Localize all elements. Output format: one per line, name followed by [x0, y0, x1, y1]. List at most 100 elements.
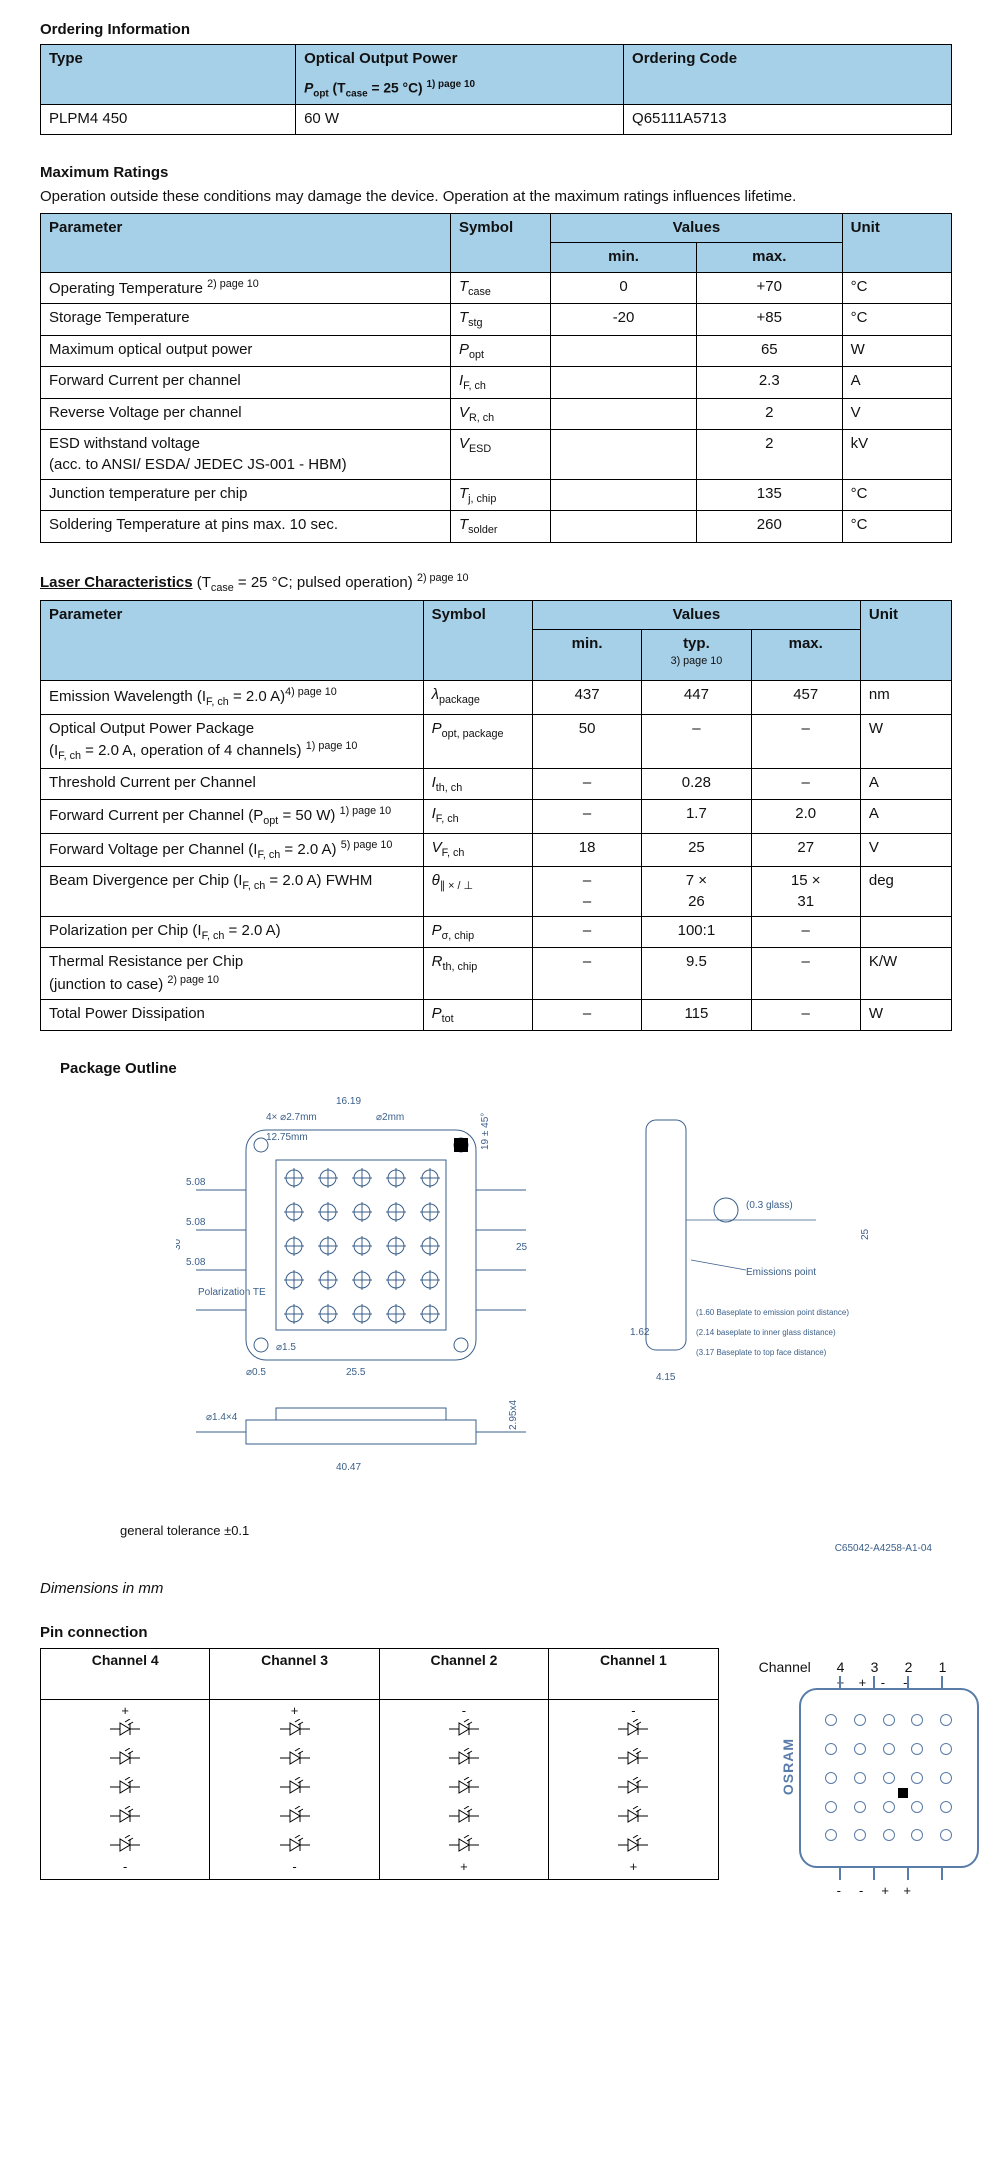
diode-icon [108, 1835, 142, 1858]
dim-top-w: 16.19 [336, 1096, 361, 1107]
cell-typ: – [642, 714, 751, 768]
cell-min: 18 [532, 833, 641, 867]
table-row: Junction temperature per chipTj, chip135… [41, 479, 952, 511]
dim-162: 1.62 [630, 1327, 650, 1338]
table-row: Maximum optical output powerPopt65W [41, 335, 952, 367]
diode-icon [278, 1806, 312, 1829]
cell-param: ESD withstand voltage(acc. to ANSI/ ESDA… [41, 430, 451, 480]
pin-hdr-1: Channel 1 [549, 1648, 718, 1699]
cell-min [551, 367, 697, 399]
chip-dot [854, 1772, 866, 1784]
dim-foot: 25.5 [346, 1367, 366, 1378]
cell-min [551, 335, 697, 367]
cell-sym: θ∥ × / ⊥ [423, 867, 532, 917]
cell-param: Thermal Resistance per Chip(junction to … [41, 948, 424, 1000]
cell-sym: Rth, chip [423, 948, 532, 1000]
cell-min: – [532, 916, 641, 948]
dim-note3: (3.17 Baseplate to top face distance) [696, 1348, 827, 1357]
cell-power: 60 W [296, 105, 624, 134]
pin-layout: Channel 4 Channel 3 Channel 2 Channel 1 … [40, 1648, 952, 1908]
diode-icon [108, 1806, 142, 1829]
cell-unit: °C [842, 304, 951, 336]
chip-dot [883, 1743, 895, 1755]
cell-unit: nm [860, 681, 951, 715]
chip-dot [940, 1772, 952, 1784]
cell-param: Forward Current per channel [41, 367, 451, 399]
package-ref: C65042-A4258-A1-04 [40, 1542, 932, 1556]
cell-min: 0 [551, 272, 697, 304]
dim-note1: (1.60 Baseplate to emission point distan… [696, 1308, 849, 1317]
cell-sym: Tsolder [450, 511, 550, 543]
cell-max: – [751, 768, 860, 800]
hdr-min: min. [551, 243, 697, 272]
pin-col-1: -+ [549, 1699, 718, 1879]
chip-grid [817, 1706, 961, 1850]
dim-glass: (0.3 glass) [746, 1200, 793, 1211]
package-top-view: 16.19 ⌀2mm 4× ⌀2.7mm 12.75mm 5.08 5.08 5… [176, 1090, 556, 1390]
pin-col-4: +- [41, 1699, 210, 1879]
diode-icon [447, 1777, 481, 1800]
dim-w-inner2: 25 [516, 1242, 528, 1253]
cell-min: – [532, 948, 641, 1000]
diode-icon [616, 1719, 650, 1742]
table-row: Storage TemperatureTstg-20+85°C [41, 304, 952, 336]
table-row: Optical Output Power Package(IF, ch = 2.… [41, 714, 952, 768]
cell-typ: 9.5 [642, 948, 751, 1000]
cell-min: –– [532, 867, 641, 917]
dim-ps1: 5.08 [186, 1177, 206, 1188]
cell-unit: V [842, 398, 951, 430]
dim-pad: ⌀2mm [376, 1112, 404, 1123]
chip-dot [883, 1829, 895, 1841]
chip-dot [911, 1714, 923, 1726]
pin-hdr-4: Channel 4 [41, 1648, 210, 1699]
ordering-table: Type Optical Output Power Ordering Code … [40, 44, 952, 134]
diode-icon [278, 1777, 312, 1800]
hdr-max: max. [696, 243, 842, 272]
cell-unit: A [842, 367, 951, 399]
cell-min [551, 430, 697, 480]
chip-dot [825, 1829, 837, 1841]
diode-icon [278, 1719, 312, 1742]
cell-sym: Tstg [450, 304, 550, 336]
cell-param: Forward Voltage per Channel (IF, ch = 2.… [41, 833, 424, 867]
chip-dot [854, 1714, 866, 1726]
cell-sym: λpackage [423, 681, 532, 715]
cell-sym: Popt [450, 335, 550, 367]
cell-typ: 7 ×26 [642, 867, 751, 917]
dimensions-note: Dimensions in mm [40, 1579, 952, 1599]
chip-dot [940, 1714, 952, 1726]
chip-dot [825, 1743, 837, 1755]
table-row: Total Power DissipationPtot–115–W [41, 999, 952, 1031]
cell-max: 135 [696, 479, 842, 511]
hdr-sym: Symbol [450, 214, 550, 273]
chan-1: 1 [939, 1658, 947, 1677]
cell-param: Total Power Dissipation [41, 999, 424, 1031]
cell-min: – [532, 800, 641, 834]
diode-icon [616, 1777, 650, 1800]
table-row: Soldering Temperature at pins max. 10 se… [41, 511, 952, 543]
table-row: Reverse Voltage per channelVR, ch2V [41, 398, 952, 430]
cell-unit: A [860, 800, 951, 834]
cell-param: Storage Temperature [41, 304, 451, 336]
chip-dot [911, 1829, 923, 1841]
hdr-power-sub: Popt (Tcase = 25 °C) 1) page 10 [296, 74, 624, 105]
maxratings-note: Operation outside these conditions may d… [40, 187, 952, 207]
cell-unit: W [860, 999, 951, 1031]
ordering-title: Ordering Information [40, 20, 952, 40]
chip-dot [854, 1743, 866, 1755]
cell-param: Maximum optical output power [41, 335, 451, 367]
cell-max: 260 [696, 511, 842, 543]
hdr-max: max. [751, 629, 860, 681]
cell-unit: W [860, 714, 951, 768]
maxratings-table: Parameter Symbol Values Unit min. max. O… [40, 213, 952, 543]
cell-typ: 115 [642, 999, 751, 1031]
table-row: PLPM4 450 60 W Q65111A5713 [41, 105, 952, 134]
cell-unit: W [842, 335, 951, 367]
diode-icon [108, 1748, 142, 1771]
cell-unit: V [860, 833, 951, 867]
cell-min: 50 [532, 714, 641, 768]
cell-typ: 447 [642, 681, 751, 715]
cell-max: 27 [751, 833, 860, 867]
maxratings-title: Maximum Ratings [40, 163, 952, 183]
table-row: ESD withstand voltage(acc. to ANSI/ ESDA… [41, 430, 952, 480]
